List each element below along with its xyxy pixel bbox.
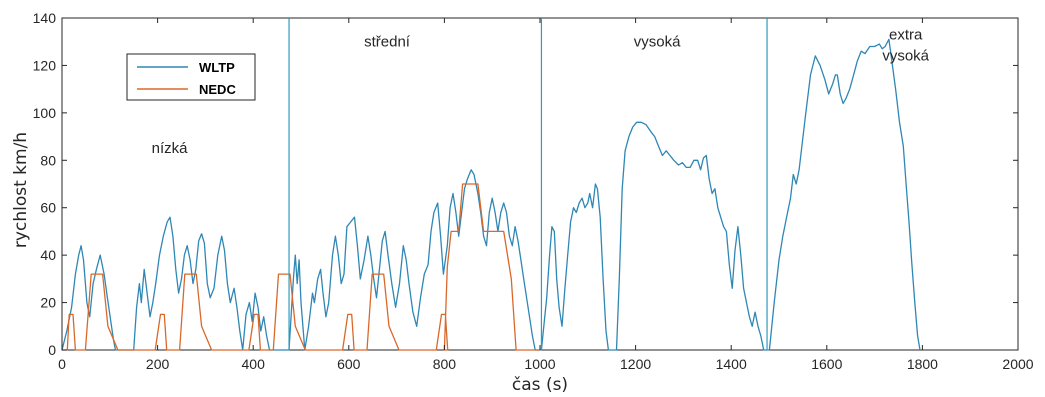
x-tick-label: 0 bbox=[58, 356, 66, 372]
y-axis-title: rychlost km/h bbox=[11, 132, 31, 248]
y-tick-label: 120 bbox=[33, 57, 57, 73]
y-tick-label: 140 bbox=[33, 10, 57, 26]
y-tick-label: 60 bbox=[40, 200, 56, 216]
region-label: vysoká bbox=[634, 33, 681, 50]
region-label: střední bbox=[364, 33, 411, 50]
x-tick-label: 200 bbox=[146, 356, 170, 372]
legend: WLTP NEDC bbox=[126, 53, 256, 101]
series-line-nedc bbox=[62, 183, 540, 351]
series-layer bbox=[61, 38, 921, 351]
region-labels: nízká střední vysoká extra vysoká bbox=[152, 26, 930, 157]
x-tick-label: 400 bbox=[242, 356, 266, 372]
x-tick-label: 800 bbox=[433, 356, 457, 372]
series-line-wltp bbox=[61, 38, 921, 351]
region-label: vysoká bbox=[882, 48, 929, 65]
y-tick-label: 80 bbox=[40, 152, 56, 168]
legend-label-wltp: WLTP bbox=[199, 60, 235, 75]
y-tick-label: 40 bbox=[40, 247, 56, 263]
x-tick-label: 1000 bbox=[524, 356, 555, 372]
legend-box bbox=[126, 53, 256, 101]
y-tick-label: 20 bbox=[40, 295, 56, 311]
x-tick-label: 1400 bbox=[716, 356, 747, 372]
x-tick-label: 2000 bbox=[1002, 356, 1033, 372]
x-tick-label: 1800 bbox=[907, 356, 938, 372]
y-tick-label: 100 bbox=[33, 105, 57, 121]
x-tick-label: 1600 bbox=[811, 356, 842, 372]
y-tick-label: 0 bbox=[48, 342, 56, 358]
region-label: nízká bbox=[152, 140, 189, 157]
region-label: extra bbox=[889, 26, 923, 43]
x-tick-label: 1200 bbox=[620, 356, 651, 372]
x-tick-label: 600 bbox=[337, 356, 361, 372]
x-axis-title: čas (s) bbox=[512, 375, 568, 395]
divider-layer bbox=[288, 18, 768, 350]
tick-layer: 0 200 400 600 800 1000 1200 1400 1600 1800 2000 0 20… bbox=[33, 10, 1034, 372]
legend-label-nedc: NEDC bbox=[199, 82, 236, 97]
